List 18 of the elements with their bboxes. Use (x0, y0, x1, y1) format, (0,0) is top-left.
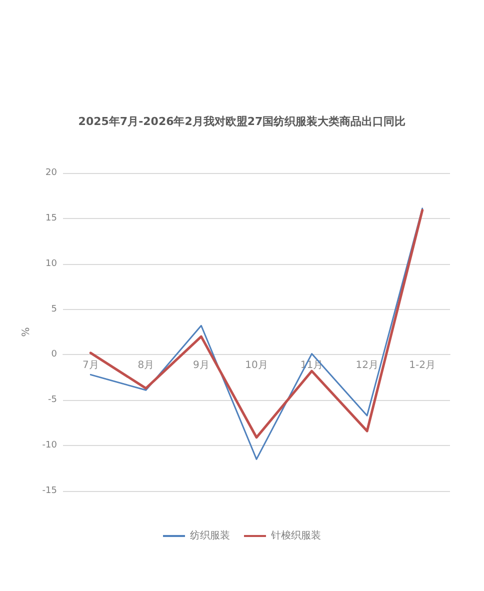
y-tick-label: -5 (48, 395, 57, 406)
y-tick-label: -15 (42, 486, 57, 496)
x-tick-label: 10月 (245, 360, 268, 372)
y-tick-label: 0 (51, 350, 58, 360)
x-tick-label: 1-2月 (409, 360, 436, 372)
x-tick-label: 7月 (82, 360, 99, 372)
chart-title: 2025年7月-2026年2月我对欧盟27国纺织服装大类商品出口同比 (78, 115, 406, 128)
y-tick-label: 5 (51, 304, 57, 314)
y-tick-label: -10 (42, 440, 58, 451)
x-tick-label: 8月 (138, 360, 154, 372)
y-tick-label: 10 (46, 258, 58, 269)
legend-label: 纺织服装 (190, 530, 230, 542)
y-axis-title: % (20, 327, 32, 337)
x-tick-label: 12月 (356, 360, 378, 372)
y-tick-label: 20 (46, 168, 58, 178)
legend-label: 针梭织服装 (270, 530, 321, 542)
y-tick-label: 15 (46, 213, 57, 224)
x-tick-label: 9月 (193, 360, 210, 372)
